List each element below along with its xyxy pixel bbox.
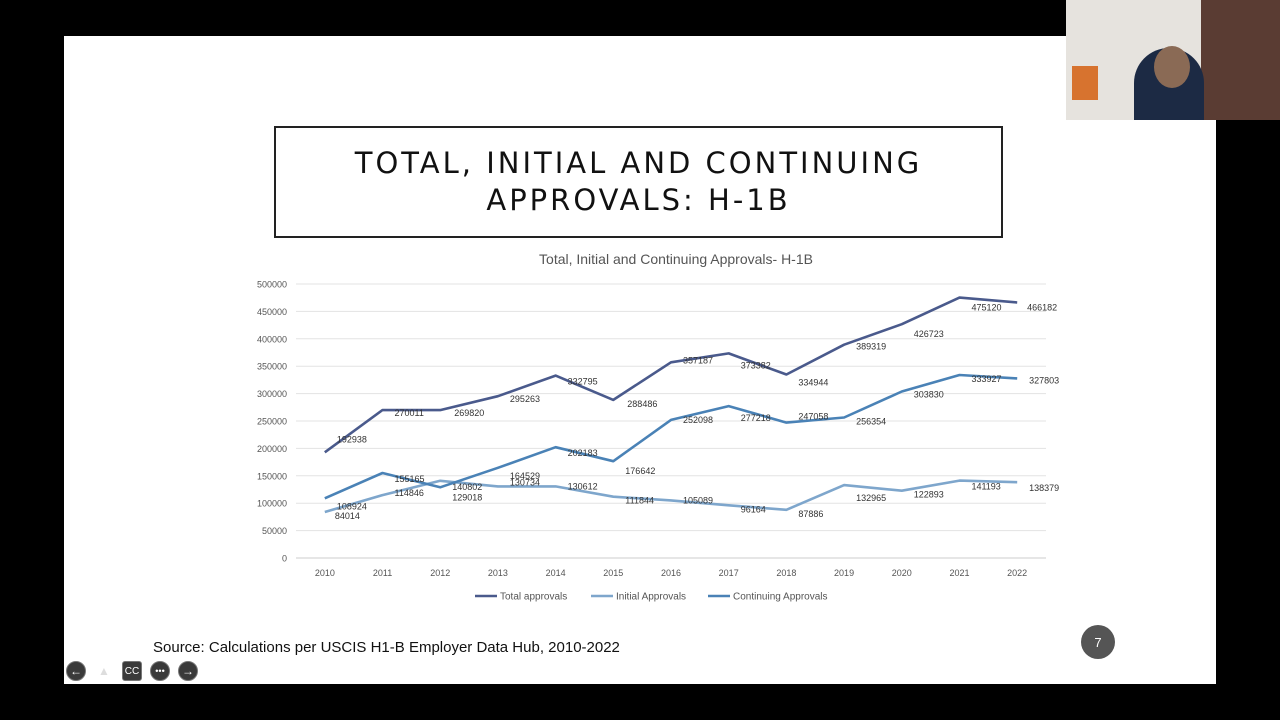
data-label: 132965 xyxy=(856,493,886,503)
data-label: 475120 xyxy=(971,303,1001,313)
x-tick-label: 2022 xyxy=(1007,568,1027,578)
data-label: 373382 xyxy=(741,360,771,370)
y-tick-label: 450000 xyxy=(257,307,287,317)
data-label: 256354 xyxy=(856,417,886,427)
data-label: 303830 xyxy=(914,390,944,400)
data-label: 327803 xyxy=(1029,375,1059,385)
data-label: 96164 xyxy=(741,504,766,514)
data-label: 269820 xyxy=(454,408,484,418)
data-label: 389319 xyxy=(856,342,886,352)
data-label: 288486 xyxy=(627,399,657,409)
previous-slide-icon[interactable]: ← xyxy=(66,661,86,681)
data-label: 155165 xyxy=(395,474,425,484)
slide-title: TOTAL, INITIAL AND CONTINUING APPROVALS:… xyxy=(274,126,1003,238)
more-options-icon[interactable]: ••• xyxy=(150,661,170,681)
data-label: 247058 xyxy=(798,412,828,422)
data-label: 105089 xyxy=(683,495,713,505)
chart-title: Total, Initial and Continuing Approvals-… xyxy=(539,251,813,267)
data-label: 192938 xyxy=(337,434,367,444)
series-line-total-approvals xyxy=(324,296,1018,454)
title-line-1: TOTAL, INITIAL AND CONTINUING xyxy=(354,146,923,180)
data-label: 357187 xyxy=(683,355,713,365)
data-label: 87886 xyxy=(798,509,823,519)
y-tick-label: 350000 xyxy=(257,362,287,372)
webcam-bookshelf xyxy=(1201,0,1280,120)
slide-number-badge: 7 xyxy=(1081,625,1115,659)
data-label: 138379 xyxy=(1029,483,1059,493)
y-tick-label: 0 xyxy=(282,554,287,564)
data-label: 295263 xyxy=(510,394,540,404)
y-tick-label: 250000 xyxy=(257,417,287,427)
legend-label: Continuing Approvals xyxy=(733,592,828,603)
x-tick-label: 2010 xyxy=(315,568,335,578)
series-line-initial-approvals xyxy=(324,479,1018,514)
x-tick-label: 2021 xyxy=(949,568,969,578)
y-tick-label: 500000 xyxy=(257,280,287,290)
x-tick-label: 2011 xyxy=(373,568,392,578)
data-label: 202183 xyxy=(568,448,598,458)
data-label: 114846 xyxy=(395,488,424,498)
data-label: 130612 xyxy=(568,481,598,491)
x-tick-label: 2018 xyxy=(776,568,796,578)
source-note: Source: Calculations per USCIS H1-B Empl… xyxy=(153,639,620,656)
y-tick-label: 300000 xyxy=(257,389,287,399)
x-tick-label: 2017 xyxy=(719,568,739,578)
data-label: 84014 xyxy=(335,511,360,521)
data-label: 334944 xyxy=(798,377,828,387)
x-tick-label: 2013 xyxy=(488,568,508,578)
webcam-person-head xyxy=(1154,46,1190,88)
captions-icon[interactable]: CC xyxy=(122,661,142,681)
x-tick-label: 2014 xyxy=(546,568,566,578)
data-label: 176642 xyxy=(625,466,655,476)
pointer-tool-icon[interactable]: ▲ xyxy=(98,664,110,678)
data-label: 122893 xyxy=(914,490,944,500)
legend-label: Total approvals xyxy=(500,592,567,603)
data-label: 111844 xyxy=(625,496,654,506)
webcam-video xyxy=(1066,0,1280,120)
data-label: 277218 xyxy=(741,413,771,423)
series-line-continuing-approvals xyxy=(324,373,1018,500)
y-tick-label: 150000 xyxy=(257,471,287,481)
data-label: 129018 xyxy=(452,492,482,502)
data-label: 164529 xyxy=(510,471,540,481)
x-tick-label: 2016 xyxy=(661,568,681,578)
data-label: 130734 xyxy=(510,477,540,487)
y-tick-label: 50000 xyxy=(262,526,287,536)
data-label: 426723 xyxy=(914,329,944,339)
data-label: 332795 xyxy=(568,377,598,387)
data-label: 140802 xyxy=(452,482,482,492)
title-line-2: APPROVALS: H-1B xyxy=(486,183,791,217)
data-label: 270011 xyxy=(395,408,424,418)
data-label: 141193 xyxy=(971,482,1000,492)
legend-label: Initial Approvals xyxy=(616,592,686,603)
data-label: 252098 xyxy=(683,415,713,425)
x-tick-label: 2019 xyxy=(834,568,854,578)
y-tick-label: 200000 xyxy=(257,444,287,454)
next-slide-icon[interactable]: → xyxy=(178,661,198,681)
webcam-poster xyxy=(1072,66,1098,100)
x-tick-label: 2020 xyxy=(892,568,912,578)
data-label: 466182 xyxy=(1027,303,1057,313)
data-label: 108924 xyxy=(337,501,367,511)
data-label: 333927 xyxy=(971,374,1001,384)
x-tick-label: 2012 xyxy=(430,568,450,578)
y-tick-label: 100000 xyxy=(257,499,287,509)
x-tick-label: 2015 xyxy=(603,568,623,578)
y-tick-label: 400000 xyxy=(257,334,287,344)
